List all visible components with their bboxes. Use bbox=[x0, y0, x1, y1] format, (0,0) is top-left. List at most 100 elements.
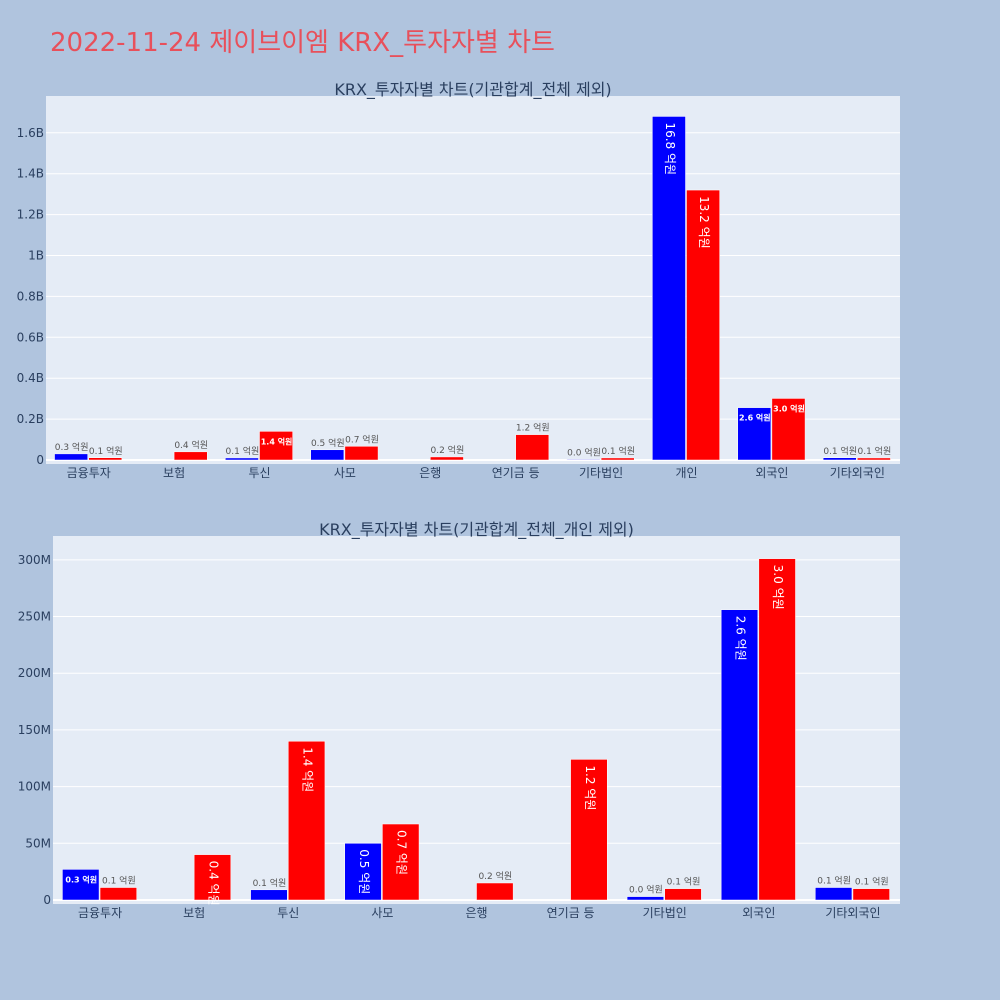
bar bbox=[664, 888, 702, 901]
y-tick-label: 0.6B bbox=[17, 330, 44, 344]
plot-background bbox=[46, 96, 900, 464]
data-label: 0.2 억원 bbox=[431, 444, 465, 456]
data-label: 1.2 억원 bbox=[583, 765, 597, 810]
bar bbox=[626, 896, 664, 901]
bar bbox=[857, 457, 891, 461]
x-tick-label: 사모 bbox=[334, 466, 356, 480]
data-label: 0.4 억원 bbox=[206, 861, 220, 906]
data-label: 16.8 억원 bbox=[663, 122, 677, 175]
y-tick-label: 0.8B bbox=[17, 289, 44, 303]
chart-title: KRX_투자자별 차트(기관합계_전체_개인 제외) bbox=[319, 520, 634, 540]
x-tick-label: 개인 bbox=[675, 466, 697, 480]
bar bbox=[225, 457, 259, 461]
data-label: 1.4 억원 bbox=[261, 436, 293, 446]
bar bbox=[62, 869, 100, 901]
data-label: 0.2 억원 bbox=[478, 870, 512, 882]
y-tick-label: 1.2B bbox=[17, 208, 44, 222]
x-tick-label: 사모 bbox=[371, 906, 393, 920]
x-tick-label: 보험 bbox=[183, 906, 205, 920]
data-label: 13.2 억원 bbox=[697, 196, 711, 249]
data-label: 0.3 억원 bbox=[55, 441, 89, 453]
data-label: 0.0 억원 bbox=[629, 884, 663, 896]
data-label: 0.1 억원 bbox=[601, 445, 635, 457]
y-tick-label: 150M bbox=[18, 723, 51, 737]
data-label: 3.0 억원 bbox=[773, 403, 805, 413]
x-tick-label: 외국인 bbox=[742, 906, 775, 920]
y-tick-label: 0.2B bbox=[17, 412, 44, 426]
x-tick-label: 은행 bbox=[419, 465, 441, 480]
x-tick-label: 투신 bbox=[248, 466, 270, 480]
bar bbox=[259, 431, 293, 461]
y-tick-label: 0 bbox=[43, 893, 51, 907]
bar bbox=[686, 189, 720, 461]
bar bbox=[515, 434, 550, 461]
bar bbox=[382, 823, 420, 901]
bar bbox=[852, 888, 890, 901]
page-title: 2022-11-24 제이브이엠 KRX_투자자별 차트 bbox=[50, 28, 555, 58]
data-label: 3.0 억원 bbox=[771, 565, 785, 610]
bar bbox=[758, 558, 796, 901]
bar bbox=[173, 451, 208, 461]
x-tick-label: 보험 bbox=[163, 466, 185, 480]
data-label: 2.6 억원 bbox=[739, 413, 771, 423]
data-label: 1.4 억원 bbox=[301, 747, 315, 792]
bar bbox=[430, 456, 464, 461]
x-tick-label: 은행 bbox=[465, 905, 487, 920]
bar bbox=[193, 854, 232, 901]
x-tick-label: 금융투자 bbox=[78, 906, 122, 920]
data-label: 0.1 억원 bbox=[855, 876, 889, 888]
x-tick-label: 기타법인 bbox=[579, 466, 623, 480]
data-label: 2.6 억원 bbox=[734, 616, 748, 661]
y-tick-label: 250M bbox=[18, 610, 51, 624]
data-label: 0.1 억원 bbox=[102, 875, 136, 887]
bar bbox=[88, 457, 123, 461]
data-label: 0.1 억원 bbox=[226, 445, 260, 457]
x-tick-label: 기타외국인 bbox=[830, 466, 885, 480]
bar bbox=[99, 887, 137, 901]
bar bbox=[652, 116, 686, 461]
data-label: 0.1 억원 bbox=[253, 877, 287, 889]
x-tick-label: 연기금 등 bbox=[547, 906, 595, 920]
chart-panel-2: 0 50M 100M 150M 200M 250M 300M KRX_투자자별 차트(기관합계… bbox=[18, 520, 900, 920]
data-label: 0.1 억원 bbox=[667, 876, 701, 888]
y-tick-label: 200M bbox=[18, 666, 51, 680]
data-label: 0.3 억원 bbox=[65, 874, 97, 884]
bar bbox=[344, 446, 379, 461]
y-tick-label: 1.4B bbox=[17, 167, 44, 181]
x-tick-label: 투신 bbox=[277, 906, 299, 920]
x-tick-label: 금융투자 bbox=[67, 466, 111, 480]
bar bbox=[344, 843, 382, 901]
data-label: 0.1 억원 bbox=[823, 445, 857, 457]
data-label: 0.4 억원 bbox=[174, 439, 208, 451]
bar bbox=[822, 457, 857, 461]
data-label: 0.1 억원 bbox=[89, 445, 123, 457]
data-label: 0.5 억원 bbox=[357, 849, 371, 894]
bar bbox=[570, 759, 608, 901]
bar bbox=[250, 889, 288, 901]
x-tick-label: 기타외국인 bbox=[825, 906, 880, 920]
data-label: 0.1 억원 bbox=[817, 875, 851, 887]
bar bbox=[310, 449, 345, 461]
data-label: 1.2 억원 bbox=[516, 422, 550, 434]
bar bbox=[54, 453, 88, 461]
bar bbox=[288, 740, 326, 901]
bar bbox=[815, 887, 853, 901]
bar bbox=[771, 398, 806, 461]
chart-panel-1: 0 0.2B 0.4B 0.6B 0.8B 1B 1.2B 1.4B 1.6B KRX_투자자별 … bbox=[17, 80, 900, 480]
data-label: 0.7 억원 bbox=[395, 830, 409, 875]
data-label: 0.0 억원 bbox=[567, 446, 601, 458]
bar bbox=[720, 609, 759, 901]
y-tick-label: 1.6B bbox=[17, 126, 44, 140]
bar bbox=[737, 407, 772, 461]
y-tick-label: 0.4B bbox=[17, 371, 44, 385]
data-label: 0.5 억원 bbox=[311, 437, 345, 449]
x-tick-label: 외국인 bbox=[755, 466, 788, 480]
y-tick-label: 300M bbox=[18, 553, 51, 567]
data-label: 0.1 억원 bbox=[858, 445, 892, 457]
x-tick-label: 연기금 등 bbox=[492, 466, 540, 480]
data-label: 0.7 억원 bbox=[345, 433, 379, 445]
x-tick-label: 기타법인 bbox=[643, 906, 687, 920]
y-tick-label: 1B bbox=[28, 249, 44, 263]
bar bbox=[600, 457, 635, 461]
